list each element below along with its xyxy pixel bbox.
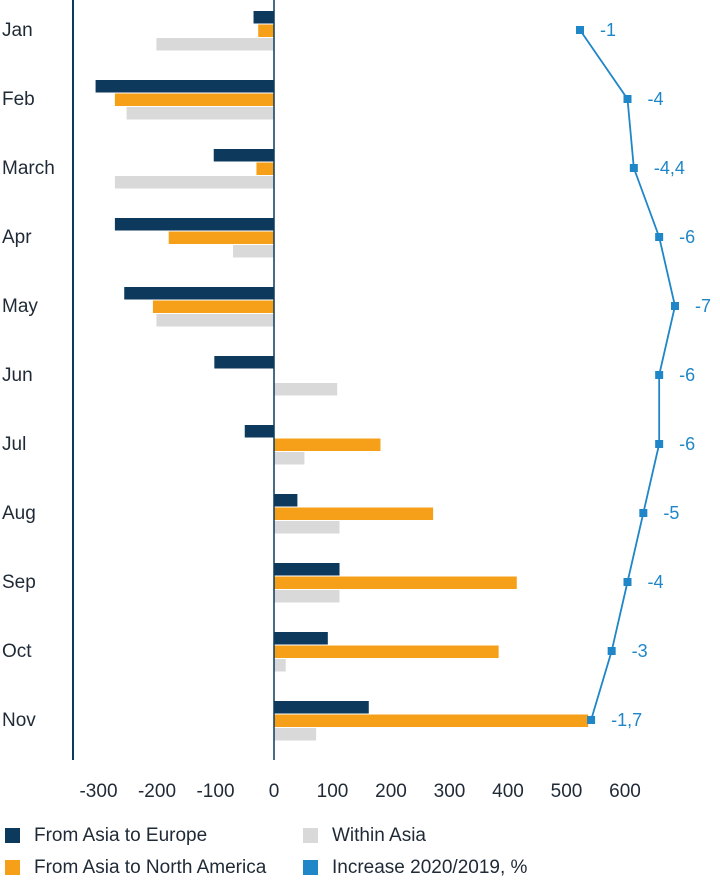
bar-from-asia-to-north-america-sep	[274, 576, 517, 589]
increase-point-may	[671, 302, 679, 310]
bar-within-asia-may	[156, 314, 274, 327]
x-tick-label: -100	[196, 781, 234, 802]
legend-swatch-from-asia-to-north-america	[5, 860, 20, 875]
bar-from-asia-to-europe-jan	[253, 11, 274, 24]
increase-point-jan	[576, 26, 584, 34]
x-tick-label: -300	[79, 781, 117, 802]
increase-label-feb: -4	[648, 89, 664, 109]
bar-within-asia-nov	[274, 728, 317, 741]
bar-from-asia-to-north-america-aug	[274, 507, 434, 520]
bar-from-asia-to-north-america-may	[152, 300, 274, 313]
legend-label-increase-2020-2019-: Increase 2020/2019, %	[332, 857, 528, 878]
legend: From Asia to Europe Within Asia From Asia …	[5, 825, 528, 878]
increase-point-apr	[655, 233, 664, 241]
x-tick-label: 500	[551, 781, 583, 802]
bar-within-asia-jan	[156, 38, 274, 51]
increase-point-sep	[623, 578, 632, 586]
x-tick-label: 200	[375, 781, 407, 802]
x-tick-labels: -300 -200 -100 0 100 200 300 400 500 600	[79, 781, 640, 802]
legend-swatch-increase-2020-2019-	[303, 860, 318, 875]
bar-from-asia-to-europe-march	[213, 149, 274, 162]
increase-line-layer: -1 -4 -4,4 -6 -7 -6 -6 -5 -4 -3 -1,7	[576, 20, 711, 730]
bar-within-asia-jul	[274, 452, 305, 465]
increase-point-jun	[655, 371, 664, 379]
category-label-jul: Jul	[2, 434, 26, 455]
bar-from-asia-to-north-america-apr	[168, 231, 274, 244]
increase-point-feb	[623, 95, 632, 103]
bar-from-asia-to-europe-oct	[274, 632, 328, 645]
bar-from-asia-to-europe-nov	[274, 701, 369, 714]
bar-within-asia-oct	[274, 659, 286, 672]
legend-swatch-within-asia	[303, 828, 318, 843]
x-tick-label: 300	[434, 781, 466, 802]
bar-within-asia-jun	[274, 383, 338, 396]
x-tick-label: -200	[138, 781, 176, 802]
category-label-jan: Jan	[2, 20, 33, 41]
bar-from-asia-to-europe-jun	[214, 356, 274, 369]
bar-from-asia-to-north-america-nov	[274, 714, 589, 727]
x-tick-label: 400	[492, 781, 524, 802]
increase-label-jul: -6	[679, 434, 695, 454]
increase-label-oct: -3	[632, 641, 648, 661]
increase-label-apr: -6	[679, 227, 695, 247]
increase-label-jun: -6	[679, 365, 695, 385]
legend-label-from-asia-to-north-america: From Asia to North America	[34, 857, 267, 878]
increase-point-march	[629, 164, 638, 172]
bar-from-asia-to-north-america-march	[256, 162, 274, 175]
increase-label-nov: -1,7	[611, 710, 642, 730]
increase-label-aug: -5	[663, 503, 679, 523]
category-label-nov: Nov	[2, 710, 36, 731]
category-label-jun: Jun	[2, 365, 33, 386]
bar-from-asia-to-north-america-oct	[274, 645, 499, 658]
bars-layer	[95, 11, 589, 741]
bar-within-asia-aug	[274, 521, 340, 534]
bar-within-asia-march	[114, 176, 274, 189]
increase-label-jan: -1	[600, 20, 616, 40]
category-labels: Jan Feb March Apr May Jun Jul Aug Sep Oct Nov	[2, 20, 55, 731]
bar-within-asia-feb	[126, 107, 274, 120]
x-tick-label: 600	[609, 781, 641, 802]
bar-from-asia-to-europe-sep	[274, 563, 340, 576]
bar-from-asia-to-europe-feb	[95, 80, 274, 93]
category-label-oct: Oct	[2, 641, 32, 662]
legend-label-from-asia-to-europe: From Asia to Europe	[34, 825, 207, 846]
legend-swatch-from-asia-to-europe	[5, 828, 20, 843]
bar-from-asia-to-europe-may	[124, 287, 275, 300]
increase-point-jul	[655, 440, 664, 448]
increase-point-oct	[607, 647, 616, 655]
increase-point-aug	[639, 509, 648, 517]
category-label-aug: Aug	[2, 503, 36, 524]
increase-label-march: -4,4	[654, 158, 685, 178]
x-tick-label: 100	[317, 781, 349, 802]
bar-from-asia-to-europe-apr	[114, 218, 274, 231]
bar-from-asia-to-north-america-jul	[274, 438, 381, 451]
increase-point-nov	[587, 716, 596, 724]
bar-from-asia-to-europe-aug	[274, 494, 298, 507]
category-label-apr: Apr	[2, 227, 32, 248]
increase-label-sep: -4	[648, 572, 664, 592]
bar-from-asia-to-north-america-feb	[114, 93, 274, 106]
bar-within-asia-apr	[233, 245, 274, 258]
x-tick-label: 0	[269, 781, 280, 802]
category-label-feb: Feb	[2, 89, 35, 110]
legend-label-within-asia: Within Asia	[332, 825, 426, 846]
bar-from-asia-to-europe-jul	[244, 425, 274, 438]
category-label-may: May	[2, 296, 38, 317]
category-label-march: March	[2, 158, 55, 179]
category-label-sep: Sep	[2, 572, 36, 593]
bar-within-asia-sep	[274, 590, 340, 603]
increase-label-may: -7	[695, 296, 711, 316]
bar-from-asia-to-north-america-jan	[258, 24, 274, 37]
